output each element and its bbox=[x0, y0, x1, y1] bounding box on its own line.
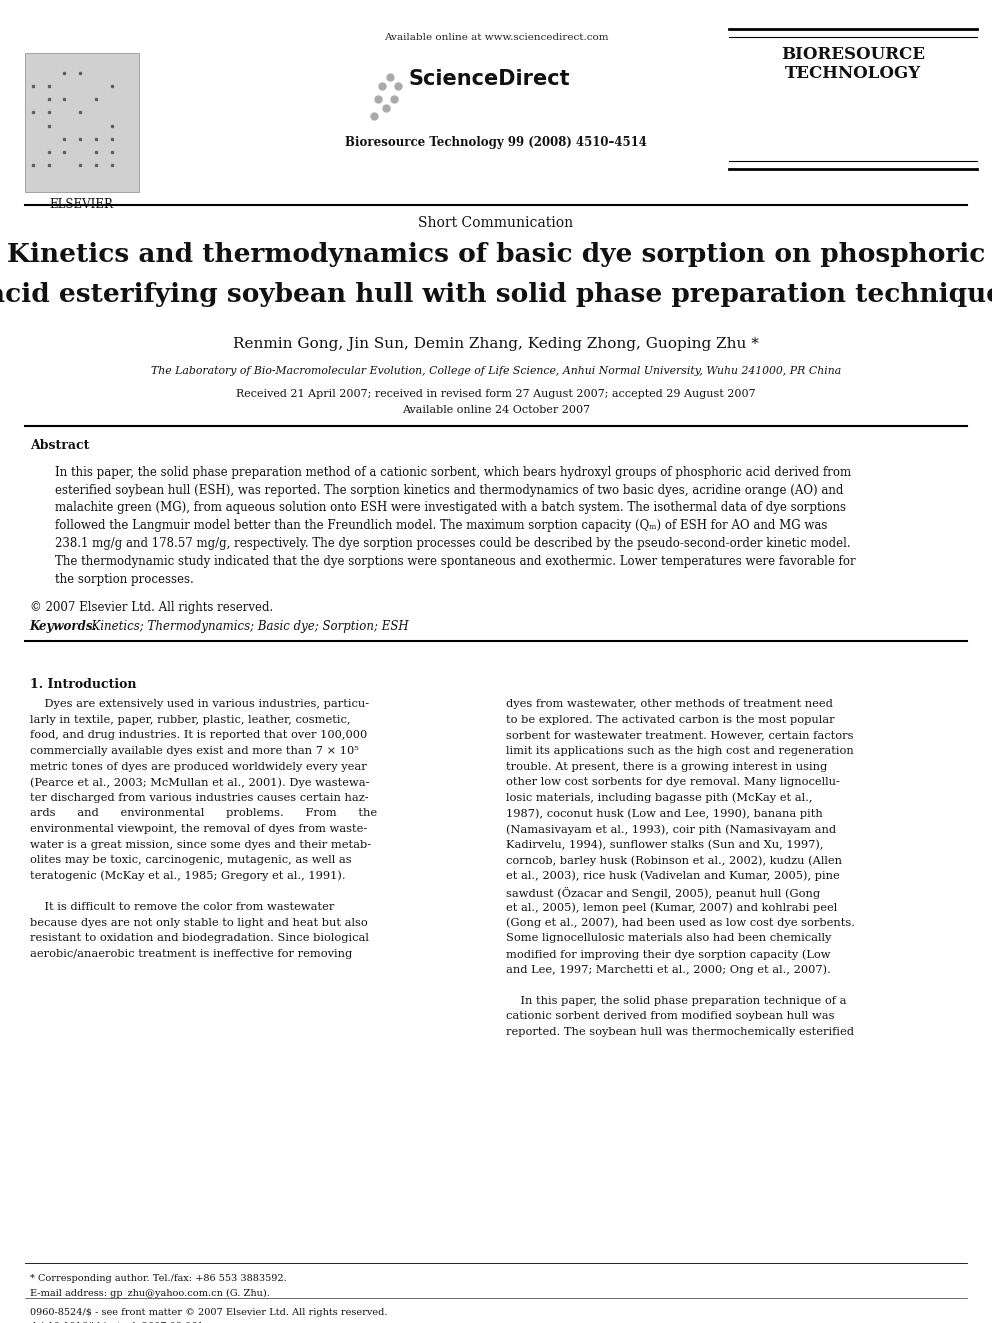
Text: aerobic/anaerobic treatment is ineffective for removing: aerobic/anaerobic treatment is ineffecti… bbox=[30, 949, 352, 959]
Text: because dyes are not only stable to light and heat but also: because dyes are not only stable to ligh… bbox=[30, 918, 367, 927]
Text: sorbent for wastewater treatment. However, certain factors: sorbent for wastewater treatment. Howeve… bbox=[506, 730, 853, 741]
Text: and Lee, 1997; Marchetti et al., 2000; Ong et al., 2007).: and Lee, 1997; Marchetti et al., 2000; O… bbox=[506, 964, 830, 975]
Text: trouble. At present, there is a growing interest in using: trouble. At present, there is a growing … bbox=[506, 762, 827, 771]
Text: E-mail address: gp_zhu@yahoo.com.cn (G. Zhu).: E-mail address: gp_zhu@yahoo.com.cn (G. … bbox=[30, 1289, 270, 1298]
Text: malachite green (MG), from aqueous solution onto ESH were investigated with a ba: malachite green (MG), from aqueous solut… bbox=[55, 501, 845, 515]
Text: water is a great mission, since some dyes and their metab-: water is a great mission, since some dye… bbox=[30, 840, 371, 849]
Text: ards      and      environmental      problems.      From      the: ards and environmental problems. From th… bbox=[30, 808, 377, 819]
Text: acid esterifying soybean hull with solid phase preparation technique: acid esterifying soybean hull with solid… bbox=[0, 282, 992, 307]
Text: dyes from wastewater, other methods of treatment need: dyes from wastewater, other methods of t… bbox=[506, 700, 833, 709]
Text: Bioresource Technology 99 (2008) 4510–4514: Bioresource Technology 99 (2008) 4510–45… bbox=[345, 136, 647, 149]
Text: losic materials, including bagasse pith (McKay et al.,: losic materials, including bagasse pith … bbox=[506, 792, 812, 803]
Text: Available online at www.sciencedirect.com: Available online at www.sciencedirect.co… bbox=[384, 33, 608, 42]
Text: cationic sorbent derived from modified soybean hull was: cationic sorbent derived from modified s… bbox=[506, 1012, 834, 1021]
Text: limit its applications such as the high cost and regeneration: limit its applications such as the high … bbox=[506, 746, 854, 755]
Text: Renmin Gong, Jin Sun, Demin Zhang, Keding Zhong, Guoping Zhu *: Renmin Gong, Jin Sun, Demin Zhang, Kedin… bbox=[233, 337, 759, 352]
Text: Received 21 April 2007; received in revised form 27 August 2007; accepted 29 Aug: Received 21 April 2007; received in revi… bbox=[236, 389, 756, 400]
Text: (Pearce et al., 2003; McMullan et al., 2001). Dye wastewa-: (Pearce et al., 2003; McMullan et al., 2… bbox=[30, 778, 369, 787]
Text: Some lignocellulosic materials also had been chemically: Some lignocellulosic materials also had … bbox=[506, 934, 831, 943]
Text: Available online 24 October 2007: Available online 24 October 2007 bbox=[402, 405, 590, 415]
Text: corncob, barley husk (Robinson et al., 2002), kudzu (Allen: corncob, barley husk (Robinson et al., 2… bbox=[506, 856, 842, 865]
Text: Kadirvelu, 1994), sunflower stalks (Sun and Xu, 1997),: Kadirvelu, 1994), sunflower stalks (Sun … bbox=[506, 840, 823, 851]
Text: other low cost sorbents for dye removal. Many lignocellu-: other low cost sorbents for dye removal.… bbox=[506, 778, 840, 787]
Text: resistant to oxidation and biodegradation. Since biological: resistant to oxidation and biodegradatio… bbox=[30, 934, 369, 943]
Text: modified for improving their dye sorption capacity (Low: modified for improving their dye sorptio… bbox=[506, 949, 830, 959]
Text: Kinetics; Thermodynamics; Basic dye; Sorption; ESH: Kinetics; Thermodynamics; Basic dye; Sor… bbox=[84, 619, 409, 632]
Text: sawdust (Özacar and Sengil, 2005), peanut hull (Gong: sawdust (Özacar and Sengil, 2005), peanu… bbox=[506, 886, 820, 898]
Text: The Laboratory of Bio-Macromolecular Evolution, College of Life Science, Anhui N: The Laboratory of Bio-Macromolecular Evo… bbox=[151, 366, 841, 377]
Text: the sorption processes.: the sorption processes. bbox=[55, 573, 193, 586]
Text: BIORESOURCE
TECHNOLOGY: BIORESOURCE TECHNOLOGY bbox=[781, 46, 926, 82]
Text: ter discharged from various industries causes certain haz-: ter discharged from various industries c… bbox=[30, 792, 368, 803]
Text: In this paper, the solid phase preparation method of a cationic sorbent, which b: In this paper, the solid phase preparati… bbox=[55, 466, 851, 479]
Text: Dyes are extensively used in various industries, particu-: Dyes are extensively used in various ind… bbox=[30, 700, 369, 709]
Text: esterified soybean hull (ESH), was reported. The sorption kinetics and thermodyn: esterified soybean hull (ESH), was repor… bbox=[55, 483, 843, 496]
Text: et al., 2003), rice husk (Vadivelan and Kumar, 2005), pine: et al., 2003), rice husk (Vadivelan and … bbox=[506, 871, 839, 881]
Text: 1987), coconut husk (Low and Lee, 1990), banana pith: 1987), coconut husk (Low and Lee, 1990),… bbox=[506, 808, 822, 819]
Text: followed the Langmuir model better than the Freundlich model. The maximum sorpti: followed the Langmuir model better than … bbox=[55, 519, 827, 532]
Text: food, and drug industries. It is reported that over 100,000: food, and drug industries. It is reporte… bbox=[30, 730, 367, 741]
Text: to be explored. The activated carbon is the most popular: to be explored. The activated carbon is … bbox=[506, 714, 834, 725]
Text: metric tones of dyes are produced worldwidely every year: metric tones of dyes are produced worldw… bbox=[30, 762, 366, 771]
Text: 0960-8524/$ - see front matter © 2007 Elsevier Ltd. All rights reserved.: 0960-8524/$ - see front matter © 2007 El… bbox=[30, 1308, 387, 1318]
Text: 1. Introduction: 1. Introduction bbox=[30, 679, 136, 691]
Text: * Corresponding author. Tel./fax: +86 553 3883592.: * Corresponding author. Tel./fax: +86 55… bbox=[30, 1274, 287, 1283]
Text: environmental viewpoint, the removal of dyes from waste-: environmental viewpoint, the removal of … bbox=[30, 824, 367, 833]
Text: Keywords:: Keywords: bbox=[30, 619, 97, 632]
Text: (Gong et al., 2007), had been used as low cost dye sorbents.: (Gong et al., 2007), had been used as lo… bbox=[506, 918, 855, 929]
Bar bbox=[25, 53, 139, 192]
Text: 238.1 mg/g and 178.57 mg/g, respectively. The dye sorption processes could be de: 238.1 mg/g and 178.57 mg/g, respectively… bbox=[55, 537, 850, 550]
Text: larly in textile, paper, rubber, plastic, leather, cosmetic,: larly in textile, paper, rubber, plastic… bbox=[30, 714, 350, 725]
Text: doi:10.1016/j.biortech.2007.08.061: doi:10.1016/j.biortech.2007.08.061 bbox=[30, 1322, 204, 1323]
Text: et al., 2005), lemon peel (Kumar, 2007) and kohlrabi peel: et al., 2005), lemon peel (Kumar, 2007) … bbox=[506, 902, 837, 913]
Text: olites may be toxic, carcinogenic, mutagenic, as well as: olites may be toxic, carcinogenic, mutag… bbox=[30, 856, 351, 865]
Text: reported. The soybean hull was thermochemically esterified: reported. The soybean hull was thermoche… bbox=[506, 1027, 854, 1037]
Text: © 2007 Elsevier Ltd. All rights reserved.: © 2007 Elsevier Ltd. All rights reserved… bbox=[30, 601, 273, 614]
Text: It is difficult to remove the color from wastewater: It is difficult to remove the color from… bbox=[30, 902, 334, 912]
Text: The thermodynamic study indicated that the dye sorptions were spontaneous and ex: The thermodynamic study indicated that t… bbox=[55, 556, 855, 568]
Text: Kinetics and thermodynamics of basic dye sorption on phosphoric: Kinetics and thermodynamics of basic dye… bbox=[7, 242, 985, 267]
Text: Short Communication: Short Communication bbox=[419, 216, 573, 230]
Text: ELSEVIER: ELSEVIER bbox=[50, 198, 113, 212]
Text: commercially available dyes exist and more than 7 × 10⁵: commercially available dyes exist and mo… bbox=[30, 746, 359, 755]
Text: ScienceDirect: ScienceDirect bbox=[409, 69, 570, 89]
Text: teratogenic (McKay et al., 1985; Gregory et al., 1991).: teratogenic (McKay et al., 1985; Gregory… bbox=[30, 871, 345, 881]
Text: In this paper, the solid phase preparation technique of a: In this paper, the solid phase preparati… bbox=[506, 996, 846, 1005]
Text: Abstract: Abstract bbox=[30, 439, 89, 452]
Text: (Namasivayam et al., 1993), coir pith (Namasivayam and: (Namasivayam et al., 1993), coir pith (N… bbox=[506, 824, 836, 835]
